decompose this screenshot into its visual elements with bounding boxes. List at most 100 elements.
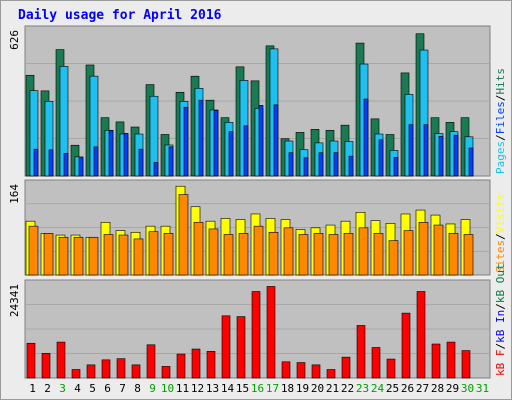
day-label: 24 [371,382,385,395]
kbytes-bar [446,341,456,379]
sites-bar [268,231,279,276]
pages-bar [468,147,474,177]
sites-bar [313,233,324,276]
pages-bar [108,130,114,177]
day-label: 11 [176,382,189,395]
day-label: 27 [416,382,429,395]
sites-bar [148,231,159,276]
day-label: 9 [149,382,156,395]
day-label: 7 [119,382,126,395]
kbytes-bar [86,364,96,379]
day-label: 22 [341,382,354,395]
sites-bar [193,221,204,276]
hits-legend-item: Files [494,101,507,134]
day-label: 21 [326,382,339,395]
visits-y-max-label: 164 [8,184,21,204]
sites-bar [223,234,234,276]
day-label: 8 [134,382,141,395]
kbytes-bar [311,364,321,379]
sites-bar [388,240,399,276]
sites-bar [163,233,174,276]
pages-bar [363,98,369,177]
sites-bar [283,227,294,276]
pages-bar [243,125,249,177]
day-label: 31 [476,382,489,395]
pages-bar [393,157,399,177]
kbytes-legend: kB F/kB In/kB Out [494,263,507,376]
sites-bar [298,234,309,276]
hits-legend-item: Pages [494,141,507,174]
kbytes-bar [221,315,231,379]
kbytes-bar [236,316,246,379]
sites-bar [58,236,69,276]
day-label: 3 [59,382,66,395]
pages-bar [78,157,84,177]
pages-bar [93,146,99,177]
pages-bar [48,149,54,177]
day-label: 26 [401,382,414,395]
pages-bar [213,110,219,177]
hits-legend: Pages/Files/Hits [494,68,507,174]
visits-legend-item: Visits [494,194,507,234]
sites-bar [403,230,414,276]
hits-legend-item: Hits [494,68,507,95]
kbytes-bar [71,369,81,379]
sites-bar [373,233,384,276]
hits-legend-item: / [494,95,507,102]
kbytes-bar [131,364,141,379]
sites-bar [238,233,249,276]
sites-bar [43,233,54,276]
chart-title: Daily usage for April 2016 [18,8,222,23]
sites-bar [103,234,114,276]
pages-bar [63,153,69,177]
sites-bar [418,221,429,276]
kbytes-bar [416,291,426,379]
kbytes-y-max-label: 24341 [8,284,21,317]
kbytes-bar [371,347,381,379]
pages-bar [348,155,354,177]
sites-bar [118,234,129,276]
pages-bar [318,152,324,177]
kbytes-bar [341,356,351,379]
day-label: 20 [311,382,324,395]
pages-bar [303,157,309,177]
kbytes-bar [146,344,156,379]
day-label: 25 [386,382,399,395]
day-label: 5 [89,382,96,395]
kbytes-bar [296,362,306,379]
pages-bar [438,136,444,177]
pages-bar [408,124,414,177]
pages-bar [138,148,144,177]
kbytes-bar [26,342,36,379]
kbytes-bar [251,291,261,379]
day-label: 18 [281,382,294,395]
visits-legend: Sites/Visits [494,194,507,274]
visits-legend-item: Sites [494,240,507,273]
sites-bar [28,225,39,276]
kbytes-bar [176,353,186,379]
kbytes-bar [266,286,276,379]
sites-bar [448,233,459,276]
pages-bar [198,99,204,177]
kbytes-bar [101,359,111,379]
sites-bar [208,228,219,276]
kbytes-bar [386,358,396,379]
kbytes-legend-item: kB F [494,350,507,377]
day-label: 28 [431,382,444,395]
kbytes-bar [326,369,336,379]
sites-bar [328,234,339,276]
kbytes-bar [431,343,441,379]
kbytes-bar [206,351,216,379]
sites-bar [433,224,444,276]
day-label: 29 [446,382,459,395]
day-label: 10 [161,382,174,395]
kbytes-bar [41,352,51,379]
day-label: 30 [461,382,474,395]
pages-bar [123,133,129,177]
pages-bar [33,148,39,177]
kbytes-legend-item: / [494,343,507,350]
kbytes-bar [461,350,471,379]
hits-y-max-label: 626 [8,30,21,50]
pages-bar [423,124,429,177]
hits-legend-item: / [494,134,507,141]
